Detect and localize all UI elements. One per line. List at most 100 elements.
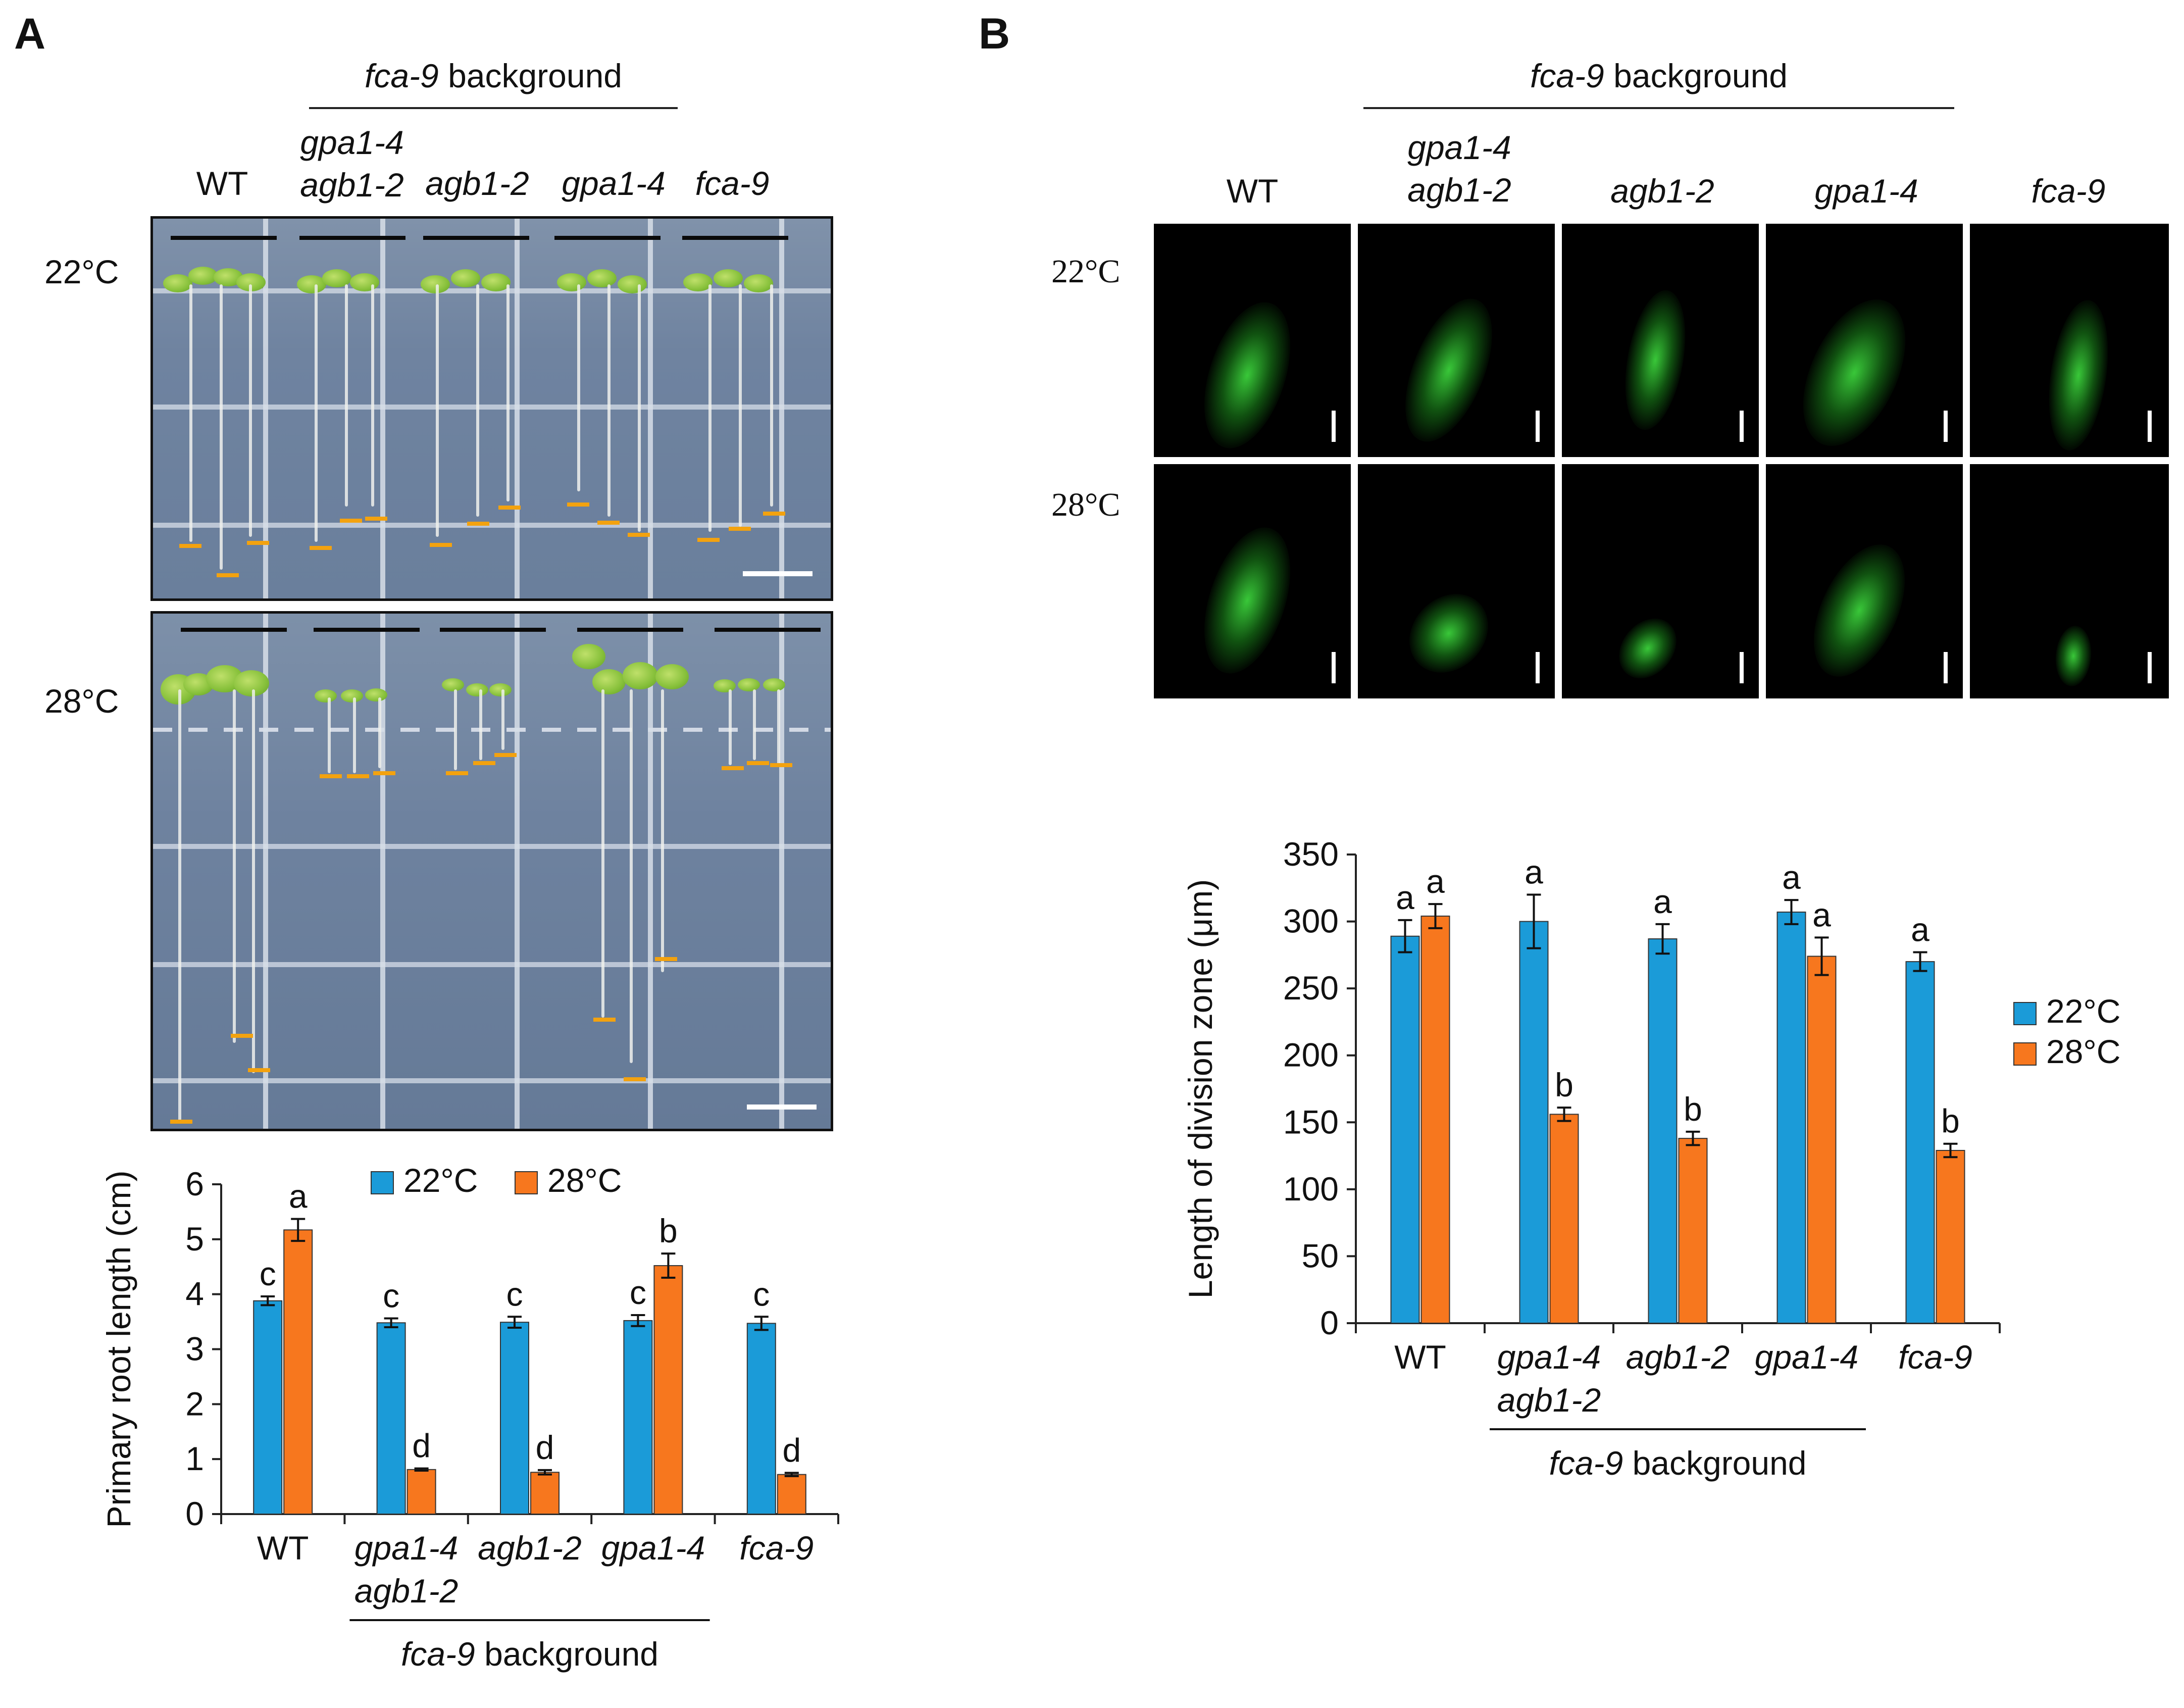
y-tick-label: 350 — [1283, 835, 1339, 873]
x-category-label: WT — [257, 1529, 309, 1567]
significance-letter: c — [753, 1275, 770, 1313]
y-tick-label: 50 — [1302, 1237, 1339, 1274]
fluor-agb1-28c — [1562, 464, 1759, 698]
bar-22°C-gpa1-4-agb1-2 — [376, 1322, 406, 1515]
significance-letter: a — [1782, 859, 1801, 896]
bar-28°C-fca-9 — [777, 1474, 806, 1515]
panel-a-temp-28: 28°C — [44, 682, 119, 720]
significance-letter: a — [1426, 863, 1445, 900]
bar-28°C-agb1-2 — [1678, 1138, 1708, 1324]
y-tick-label: 3 — [185, 1330, 204, 1368]
panel-b-genotype-gpa1: gpa1-4 — [1814, 172, 1918, 210]
panel-a-genotype-gpa1: gpa1-4 — [562, 165, 666, 202]
y-tick-label: 150 — [1283, 1103, 1339, 1140]
significance-letter: c — [506, 1275, 523, 1313]
panel-a-background-line — [309, 107, 678, 109]
legend-swatch-22°C — [2013, 1002, 2037, 1025]
y-tick-label: 200 — [1283, 1036, 1339, 1074]
y-tick-label: 1 — [185, 1440, 204, 1477]
x-category-label: WT — [1394, 1338, 1446, 1376]
panel-a-temp-22: 22°C — [44, 253, 119, 290]
bar-22°C-WT — [253, 1300, 283, 1515]
significance-letter: a — [1396, 879, 1414, 916]
panel-a-genotype-wt: WT — [196, 165, 248, 202]
panel-b-genotype-agb1: agb1-2 — [1610, 172, 1714, 210]
fluor-gpa1-agb1-28c — [1358, 464, 1555, 698]
legend-swatch-28°C — [2013, 1042, 2037, 1066]
significance-letter: a — [1911, 911, 1929, 948]
y-tick-label: 5 — [185, 1220, 204, 1258]
x-category-label: gpa1-4 — [1755, 1338, 1859, 1376]
significance-letter: a — [1525, 853, 1543, 891]
significance-letter: d — [782, 1431, 801, 1469]
panel-a-genotype-agb1: agb1-2 — [425, 165, 529, 202]
panel-b-letter: B — [979, 10, 1010, 58]
bar-22°C-gpa1-4 — [1776, 912, 1806, 1324]
panel-b-temp-22: 22°C — [1051, 253, 1121, 290]
legend-label-22°C: 22°C — [2046, 992, 2120, 1030]
panel-b-temp-28: 28°C — [1051, 486, 1121, 523]
x-category-label: gpa1-4 — [601, 1529, 705, 1567]
significance-letter: b — [659, 1212, 678, 1249]
bar-28°C-gpa1-4-agb1-2 — [1549, 1114, 1579, 1324]
significance-letter: b — [1684, 1090, 1702, 1128]
x-category-label: agb1-2 — [1626, 1338, 1730, 1376]
fluor-gpa1-agb1-22c — [1358, 224, 1555, 457]
y-axis-label: Length of division zone (μm) — [1182, 879, 1219, 1298]
x-category-label: agb1-2 — [478, 1529, 582, 1567]
bar-28°C-fca-9 — [1936, 1149, 1965, 1324]
panel-a-background-label: fca-9 background — [365, 57, 622, 94]
y-tick-label: 6 — [185, 1165, 204, 1202]
seedling-plate-22c — [150, 216, 833, 601]
x-category-label: fca-9 — [739, 1529, 814, 1567]
panel-a-letter: A — [14, 10, 46, 58]
bar-22°C-agb1-2 — [1648, 938, 1678, 1324]
legend-label-22°C: 22°C — [403, 1162, 478, 1199]
significance-letter: b — [1555, 1066, 1573, 1103]
bar-28°C-gpa1-4 — [653, 1265, 683, 1515]
significance-letter: d — [536, 1429, 554, 1466]
significance-letter: b — [1941, 1102, 1960, 1140]
bar-22°C-fca-9 — [1905, 961, 1935, 1324]
significance-letter: c — [260, 1255, 276, 1292]
x-category-label: gpa1-4 — [354, 1529, 459, 1567]
y-tick-label: 0 — [185, 1495, 204, 1532]
y-tick-label: 100 — [1283, 1170, 1339, 1208]
legend-swatch-28°C — [515, 1171, 538, 1194]
fluor-wt-22c — [1154, 224, 1351, 457]
significance-letter: a — [289, 1178, 308, 1215]
significance-letter: a — [1812, 896, 1831, 933]
fluorescence-image-grid — [1154, 224, 2169, 698]
legend-label-28°C: 28°C — [547, 1162, 622, 1199]
panel-b-genotype-wt: WT — [1226, 172, 1279, 210]
x-category-label: gpa1-4 — [1497, 1338, 1601, 1376]
y-tick-label: 250 — [1283, 969, 1339, 1007]
significance-letter: c — [630, 1274, 646, 1311]
significance-letter: a — [1653, 883, 1672, 920]
bar-28°C-WT — [1420, 915, 1450, 1324]
fluor-fca9-22c — [1970, 224, 2169, 457]
significance-letter: d — [412, 1427, 431, 1465]
background-group-label: fca-9 background — [401, 1635, 658, 1673]
x-category-label-line2: agb1-2 — [1497, 1381, 1601, 1419]
fluor-agb1-22c — [1562, 224, 1759, 457]
panel-b-genotype-gpa1-agb1: gpa1-4 agb1-2 — [1407, 129, 1511, 209]
y-axis-label: Primary root length (cm) — [100, 1171, 137, 1528]
fluor-wt-28c — [1154, 464, 1351, 698]
division-zone-chart: 0 50 100 150 200 250 300 350 Length of division … — [1182, 835, 2120, 1482]
legend-label-28°C: 28°C — [2046, 1033, 2120, 1070]
y-tick-label: 0 — [1320, 1304, 1339, 1341]
y-tick-label: 300 — [1283, 902, 1339, 940]
bar-22°C-agb1-2 — [500, 1322, 529, 1515]
significance-letter: c — [383, 1277, 399, 1315]
bar-28°C-WT — [283, 1229, 313, 1515]
panel-b-background-label: fca-9 background — [1530, 57, 1788, 94]
background-group-label: fca-9 background — [1549, 1444, 1807, 1482]
panel-b-background-line — [1363, 107, 1954, 109]
bar-22°C-fca-9 — [746, 1323, 776, 1515]
bar-22°C-gpa1-4-agb1-2 — [1519, 921, 1549, 1324]
x-category-label: fca-9 — [1898, 1338, 1972, 1376]
bar-22°C-WT — [1390, 935, 1420, 1324]
fluor-gpa1-28c — [1766, 464, 1963, 698]
root-length-chart: 0 1 2 3 4 5 6 Primary root length (cm) c a WT c d gpa… — [100, 1162, 839, 1673]
